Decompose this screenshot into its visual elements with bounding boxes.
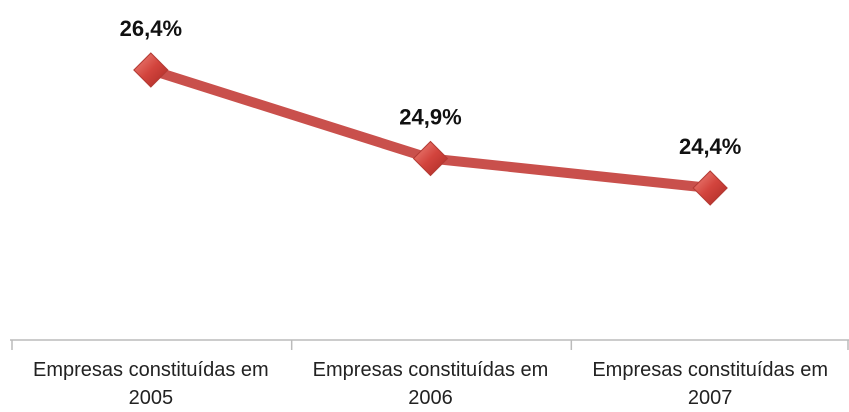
data-point — [133, 52, 169, 88]
data-label: 24,9% — [399, 105, 461, 130]
data-point — [412, 140, 449, 177]
x-tick-label: Empresas constituídas em 2006 — [312, 359, 549, 409]
x-tick-label: Empresas constituídas em 2007 — [592, 359, 828, 409]
data-point — [692, 170, 728, 206]
data-label: 26,4% — [120, 16, 182, 41]
x-tick-label: Empresas constituídas em 2005 — [33, 359, 269, 409]
data-label: 24,4% — [679, 134, 741, 159]
